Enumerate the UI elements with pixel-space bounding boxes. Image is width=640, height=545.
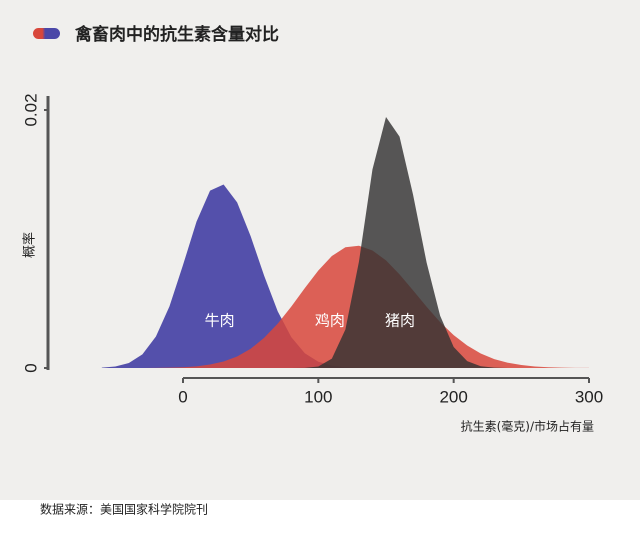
x-tick-label: 0 bbox=[178, 387, 187, 406]
density-area bbox=[101, 184, 590, 368]
y-tick-label: 0 bbox=[21, 363, 40, 372]
series-label: 猪肉 bbox=[385, 312, 415, 330]
x-axis-label: 抗生素(毫克)/市场占有量 bbox=[461, 419, 594, 434]
source-note: 数据来源：美国国家科学院院刊 bbox=[40, 502, 208, 517]
title-icon bbox=[33, 28, 60, 39]
chart-background bbox=[0, 0, 640, 500]
plot-area: 牛肉 鸡肉 猪肉 bbox=[101, 116, 590, 368]
y-axis-label: 概率 bbox=[22, 232, 38, 258]
chart-title: 禽畜肉中的抗生素含量对比 bbox=[74, 24, 279, 45]
x-tick-label: 300 bbox=[575, 387, 603, 406]
x-tick-label: 200 bbox=[439, 387, 467, 406]
series-label: 鸡肉 bbox=[315, 312, 345, 330]
y-tick-label: 0.02 bbox=[21, 93, 40, 126]
series-label: 牛肉 bbox=[205, 312, 235, 330]
x-tick-label: 100 bbox=[304, 387, 332, 406]
density-area bbox=[101, 245, 590, 368]
